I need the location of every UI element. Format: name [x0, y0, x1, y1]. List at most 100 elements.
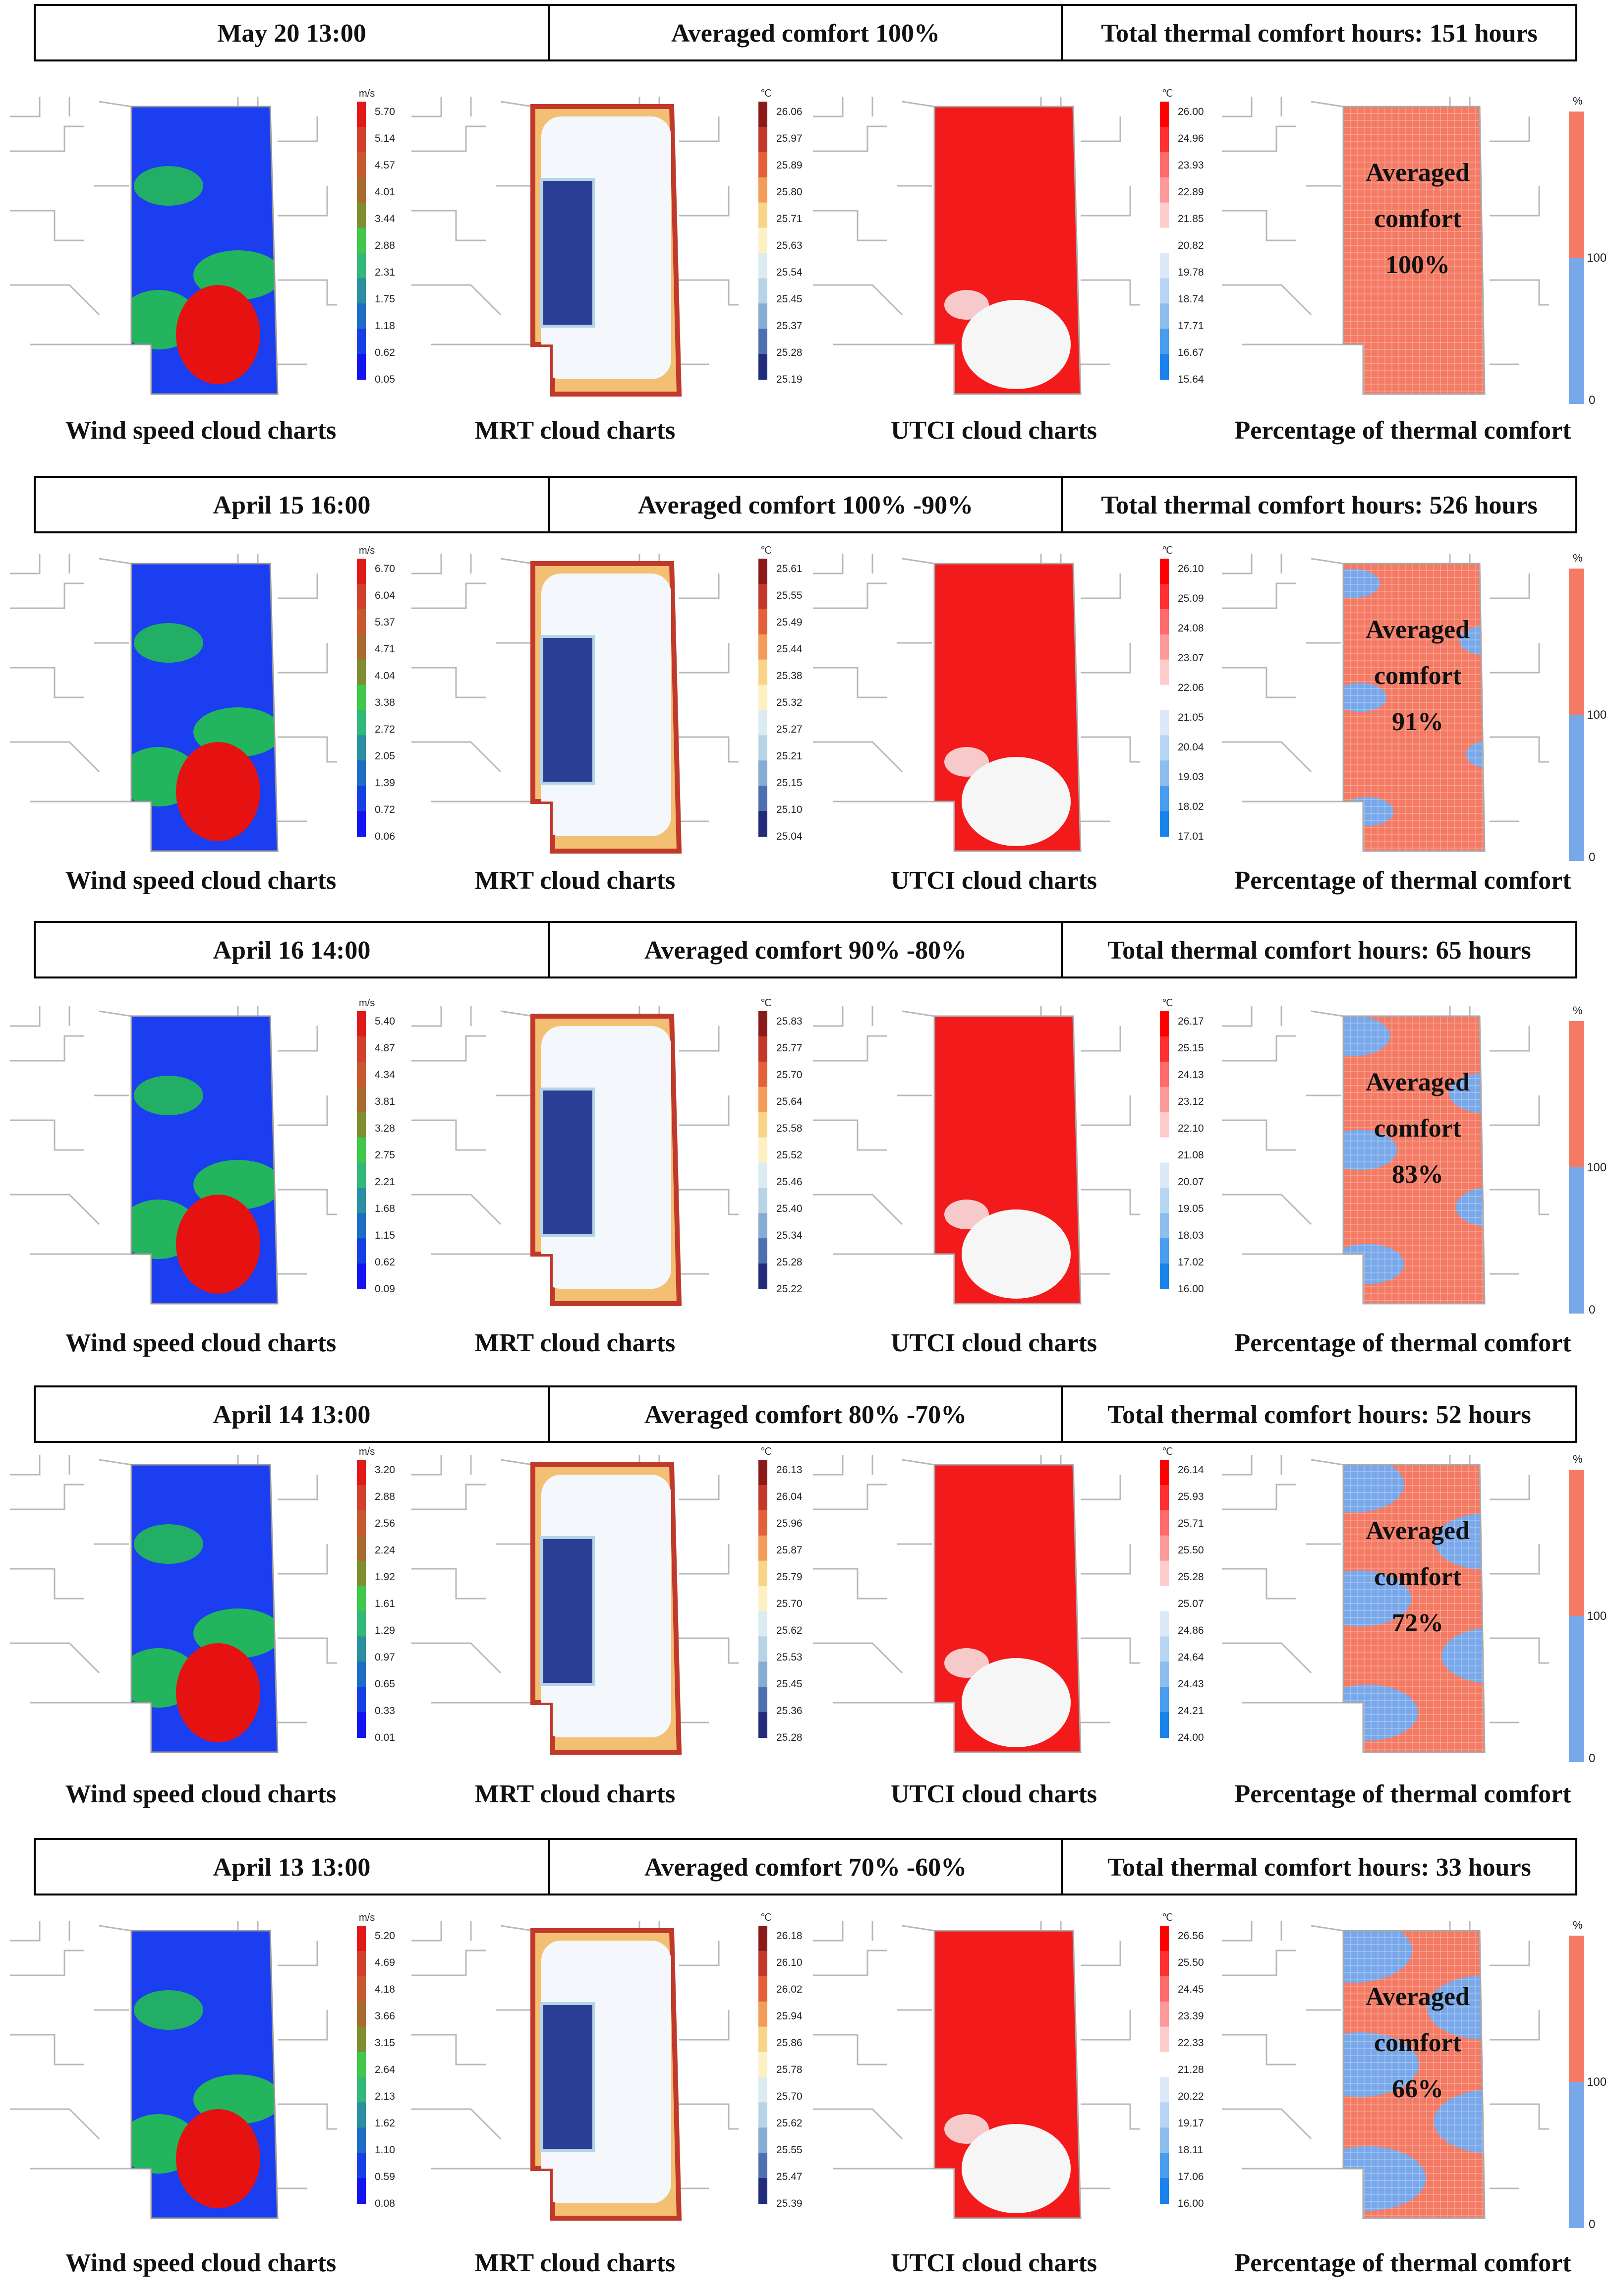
colorbar-segment: [357, 1951, 366, 1977]
colorbar-tick-label: 25.70: [776, 1598, 803, 1609]
context-building-line: [10, 210, 84, 241]
row-header: April 16 14:00 Averaged comfort 90% -80% T…: [34, 921, 1577, 978]
colorbar-segment: [357, 1011, 366, 1037]
context-building-line: [411, 1119, 486, 1151]
context-building-line: [1222, 125, 1296, 152]
comfort-bar-label-0: 0: [1589, 2218, 1595, 2231]
context-building-line: [10, 1035, 84, 1062]
panel-caption: MRT cloud charts: [475, 1329, 676, 1357]
header-averaged-comfort: Averaged comfort 90% -80%: [644, 936, 967, 965]
colorbar-tick-label: 17.06: [1178, 2171, 1204, 2182]
comfort-field: [1343, 1931, 1485, 2218]
context-building-line: [500, 1459, 533, 1466]
panel-caption: UTCI cloud charts: [891, 1329, 1097, 1357]
context-building-line: [411, 125, 486, 152]
colorbar-segment: [357, 152, 366, 178]
header-averaged-comfort: Averaged comfort 80% -70%: [644, 1401, 967, 1429]
wind-panel: m/s3.20 2.88 2.56 2.24 1.92 1.61 1.29 0.97 0.65 0…: [10, 1446, 395, 1808]
context-building-line: [278, 1095, 328, 1126]
colorbar-tick-label: 26.18: [776, 1930, 803, 1942]
context-building-line: [1490, 574, 1530, 599]
colorbar-tick-label: 25.70: [776, 1069, 803, 1081]
colorbar-segment: [357, 1712, 366, 1738]
colorbar-unit: ℃: [1162, 998, 1173, 1009]
context-building-line: [902, 101, 935, 108]
colorbar-segment: [1160, 1011, 1169, 1037]
colorbar-segment: [758, 2102, 767, 2128]
context-building-line: [1222, 97, 1253, 117]
wind-high-zone: [176, 742, 260, 841]
colorbar-tick-label: 25.49: [776, 617, 803, 628]
colorbar-tick-label: 2.05: [375, 750, 395, 762]
context-building-line: [1222, 741, 1312, 773]
wind-high-zone: [176, 285, 260, 384]
colorbar-tick-label: 25.96: [776, 1518, 803, 1529]
mrt-pool: [543, 1539, 592, 1683]
comfort-bar-comfortable: [1569, 1021, 1584, 1167]
colorbar-segment: [357, 1535, 366, 1561]
utci-cool-zone: [962, 1209, 1071, 1299]
wind-panel: m/s5.20 4.69 4.18 3.66 3.15 2.64 2.13 1.62 1.10 0…: [10, 1912, 395, 2277]
utci-cool-zone: [962, 300, 1071, 389]
colorbar-segment: [1160, 1460, 1169, 1486]
wind-field: [131, 107, 278, 394]
context-building-line: [278, 1026, 318, 1052]
colorbar-tick-label: 25.62: [776, 2118, 803, 2129]
colorbar-segment: [1160, 1188, 1169, 1214]
colorbar-tick-label: 26.06: [776, 106, 803, 117]
colorbar-segment: [1160, 1137, 1169, 1163]
discomfort-zone: [1343, 1130, 1397, 1170]
colorbar-segment: [1160, 1112, 1169, 1138]
context-building-line: [1222, 1194, 1312, 1225]
colorbar-segment: [1160, 1586, 1169, 1612]
colorbar-tick-label: 26.14: [1178, 1464, 1204, 1476]
colorbar-segment: [758, 1011, 767, 1037]
colorbar-tick-label: 0.59: [375, 2171, 395, 2182]
panel-caption: Wind speed cloud charts: [65, 416, 337, 445]
context-building-line: [411, 1950, 486, 1976]
colorbar-tick-label: 1.18: [375, 320, 395, 332]
discomfort-zone: [1343, 1570, 1411, 1627]
context-building-line: [278, 643, 328, 674]
colorbar-tick-label: 26.02: [776, 1984, 803, 1995]
context-building-line: [1490, 279, 1549, 306]
context-building-line: [679, 574, 720, 599]
colorbar-segment: [758, 659, 767, 686]
panel-caption: Percentage of thermal comfort: [1234, 416, 1571, 445]
colorbar-segment: [357, 1213, 366, 1239]
colorbar-segment: [1160, 1213, 1169, 1239]
panel-caption: Percentage of thermal comfort: [1234, 1329, 1571, 1357]
wind-field: [131, 1016, 278, 1304]
colorbar-tick-label: 25.32: [776, 697, 803, 708]
context-building-line: [679, 1475, 720, 1500]
colorbar-segment: [758, 303, 767, 330]
header-time: April 15 16:00: [213, 491, 371, 519]
utci-field: [944, 1648, 1071, 1747]
header-averaged-comfort: Averaged comfort 70% -60%: [644, 1853, 967, 1882]
colorbar-segment: [357, 1087, 366, 1113]
colorbar-tick-label: 25.27: [776, 724, 803, 735]
context-building-line: [99, 558, 132, 565]
context-building-line: [1081, 574, 1121, 599]
context-building-line: [10, 2108, 100, 2140]
colorbar-tick-label: 26.56: [1178, 1930, 1204, 1942]
colorbar-tick-label: 17.02: [1178, 1257, 1204, 1268]
colorbar-segment: [357, 1112, 366, 1138]
colorbar-segment: [758, 1263, 767, 1289]
context-building-line: [679, 643, 730, 674]
colorbar-tick-label: 25.28: [776, 347, 803, 358]
wind-mid-zone: [134, 1990, 203, 2030]
colorbar-segment: [357, 102, 366, 127]
colorbar-segment: [1160, 559, 1169, 584]
context-building-line: [411, 582, 486, 609]
colorbar-tick-label: 23.07: [1178, 652, 1204, 664]
utci-field: [944, 2114, 1071, 2213]
colorbar-segment: [1160, 2153, 1169, 2179]
comfort-bar-comfortable: [1569, 1936, 1584, 2082]
header-total-hours: Total thermal comfort hours: 526 hours: [1101, 491, 1538, 519]
panel-caption: Wind speed cloud charts: [65, 2249, 337, 2277]
panel-caption: Percentage of thermal comfort: [1234, 2249, 1571, 2277]
colorbar-segment: [357, 177, 366, 203]
context-building-line: [813, 741, 903, 773]
colorbar-tick-label: 21.85: [1178, 213, 1204, 225]
